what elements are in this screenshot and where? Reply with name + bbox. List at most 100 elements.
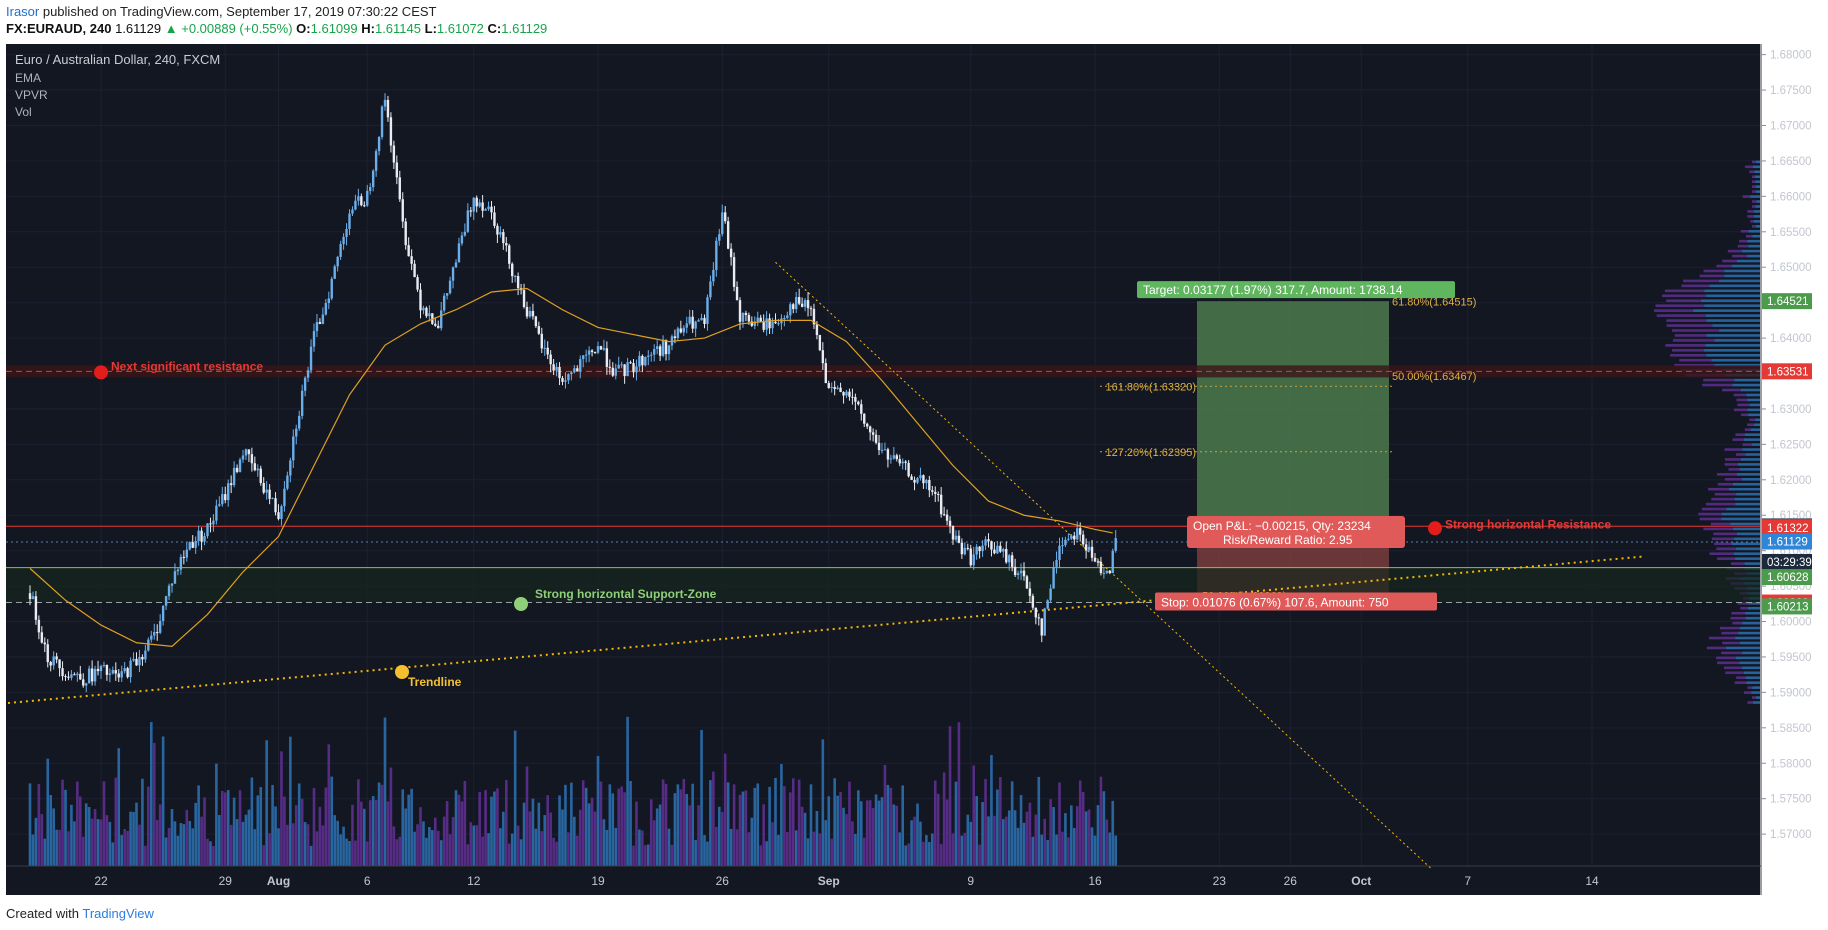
horizontal-levels[interactable] bbox=[6, 365, 1760, 604]
candle-body bbox=[996, 545, 999, 554]
vpvr-bar-buy bbox=[1724, 269, 1760, 273]
candle-body bbox=[842, 392, 845, 396]
volume-bar bbox=[880, 797, 884, 866]
candle-body bbox=[1081, 534, 1085, 545]
candle-body bbox=[797, 297, 801, 304]
legend-vol[interactable]: Vol bbox=[15, 105, 32, 119]
vpvr-bar-sell bbox=[1752, 225, 1756, 228]
volume-bar bbox=[558, 795, 561, 866]
vpvr-bar-buy bbox=[1748, 244, 1760, 248]
candle-body bbox=[64, 676, 67, 678]
author-link[interactable]: Irasor bbox=[6, 4, 40, 19]
candle-body bbox=[49, 662, 52, 666]
volume-bar bbox=[398, 836, 402, 866]
volume-bar bbox=[179, 823, 183, 866]
volume-bar bbox=[466, 844, 470, 866]
candle-body bbox=[1019, 570, 1023, 574]
candle-body bbox=[836, 387, 839, 390]
price-tick-label: 1.64000 bbox=[1770, 333, 1812, 345]
vpvr-bar-sell bbox=[1674, 363, 1715, 367]
legend-ema[interactable]: EMA bbox=[15, 71, 41, 85]
volume-bar bbox=[996, 789, 999, 866]
volume-bar bbox=[638, 829, 641, 866]
vpvr-bar-sell bbox=[1656, 314, 1706, 317]
candle-body bbox=[114, 670, 117, 674]
candle-body bbox=[79, 673, 82, 680]
volume-bar bbox=[265, 740, 268, 866]
price-badge-text: 1.63531 bbox=[1767, 366, 1809, 378]
legend-vpvr[interactable]: VPVR bbox=[15, 88, 48, 102]
candle-body bbox=[975, 546, 978, 555]
volume-bar bbox=[37, 784, 41, 866]
volume-bar bbox=[954, 781, 958, 866]
volume-bar bbox=[703, 835, 706, 866]
volume-bar bbox=[484, 790, 487, 866]
vpvr-bar-buy bbox=[1742, 651, 1760, 655]
vpvr-bar-sell bbox=[1722, 259, 1737, 263]
candle-body bbox=[800, 303, 804, 307]
volume-bar bbox=[386, 801, 390, 866]
candle-body bbox=[1105, 570, 1109, 573]
candle-body bbox=[573, 368, 576, 373]
tradingview-logo[interactable]: TradingView bbox=[82, 906, 154, 921]
candle-body bbox=[380, 106, 384, 138]
vpvr-bar-buy bbox=[1734, 537, 1760, 541]
volume-bar bbox=[283, 796, 286, 866]
volume-bar bbox=[203, 797, 206, 866]
candle-body bbox=[1070, 535, 1073, 539]
volume-bar bbox=[797, 779, 801, 866]
candle-body bbox=[505, 243, 508, 246]
volume-bar bbox=[475, 825, 479, 866]
candle-body bbox=[374, 151, 378, 171]
vpvr-bar-buy bbox=[1711, 358, 1760, 362]
price-axis[interactable]: 1.68000 1.67500 1.67000 1.66500 1.66000 1.655… bbox=[1761, 50, 1812, 841]
candle-body bbox=[147, 639, 150, 651]
publish-info: Irasor published on TradingView.com, Sep… bbox=[6, 4, 436, 19]
candle-body bbox=[644, 356, 647, 366]
price-badge-bg bbox=[1762, 533, 1812, 550]
symbol-label[interactable]: FX:EURAUD, 240 bbox=[6, 21, 112, 36]
vpvr-bar-buy bbox=[1706, 334, 1760, 337]
candle-body bbox=[232, 467, 236, 486]
candle-body bbox=[650, 354, 653, 356]
vpvr-bar-buy bbox=[1704, 289, 1760, 293]
vpvr-bar-buy bbox=[1745, 611, 1760, 615]
volume-bar bbox=[688, 805, 692, 866]
candle-body bbox=[413, 263, 416, 278]
volume-bar bbox=[744, 790, 748, 866]
volume-bar bbox=[218, 814, 221, 866]
candle-body bbox=[756, 317, 759, 322]
vpvr-bar-buy bbox=[1752, 686, 1760, 689]
candle-body bbox=[632, 363, 635, 373]
candle-body bbox=[871, 432, 875, 435]
time-axis[interactable]: 22 29 Aug 6 12 19 26 Sep 9 16 23 26 Oct 7 14 bbox=[94, 874, 1599, 888]
volume-bar bbox=[93, 809, 97, 866]
candle-body bbox=[854, 397, 857, 402]
volume-bar bbox=[472, 825, 476, 866]
volume-bar bbox=[1046, 840, 1049, 866]
vpvr-bar-sell bbox=[1752, 180, 1756, 183]
vpvr-bar-sell bbox=[1752, 200, 1757, 203]
time-tick-label: 16 bbox=[1088, 874, 1102, 888]
candle-body bbox=[590, 350, 594, 353]
volume-bar bbox=[531, 798, 535, 866]
candle-body bbox=[90, 668, 94, 682]
volume-bar bbox=[1025, 811, 1029, 866]
candle-body bbox=[451, 267, 455, 281]
candle-body bbox=[605, 348, 609, 367]
candle-body bbox=[537, 326, 541, 334]
volume-bar bbox=[780, 764, 783, 866]
volume-bar bbox=[232, 797, 236, 866]
candle-body bbox=[502, 232, 505, 244]
volume-bar bbox=[966, 814, 970, 866]
volume-bar bbox=[1007, 810, 1011, 866]
volume-bar bbox=[368, 800, 372, 866]
vpvr-bar-sell bbox=[1735, 433, 1745, 436]
candle-body bbox=[469, 210, 472, 212]
candle-body bbox=[348, 213, 351, 229]
volume-bar bbox=[862, 837, 866, 866]
volume-bar bbox=[679, 789, 683, 866]
candle-body bbox=[410, 256, 413, 264]
trendlines[interactable] bbox=[7, 261, 1646, 870]
